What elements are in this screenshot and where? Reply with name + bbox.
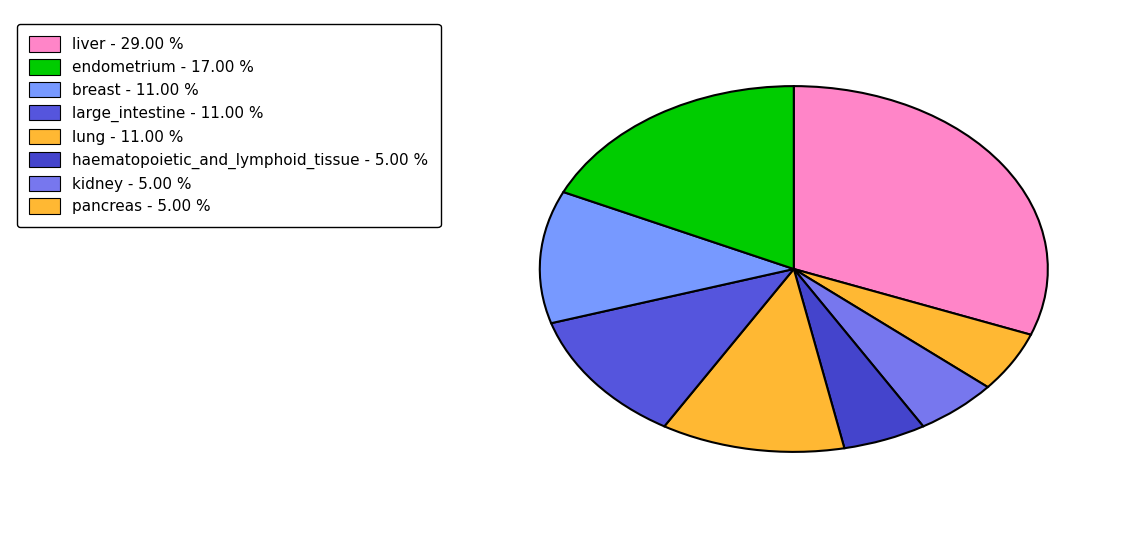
Wedge shape bbox=[794, 269, 988, 426]
Wedge shape bbox=[540, 192, 794, 323]
Legend: liver - 29.00 %, endometrium - 17.00 %, breast - 11.00 %, large_intestine - 11.0: liver - 29.00 %, endometrium - 17.00 %, … bbox=[17, 24, 440, 226]
Wedge shape bbox=[794, 86, 1048, 335]
Wedge shape bbox=[564, 86, 794, 269]
Wedge shape bbox=[794, 269, 923, 448]
Wedge shape bbox=[665, 269, 845, 452]
Wedge shape bbox=[794, 269, 1031, 387]
Wedge shape bbox=[551, 269, 794, 426]
